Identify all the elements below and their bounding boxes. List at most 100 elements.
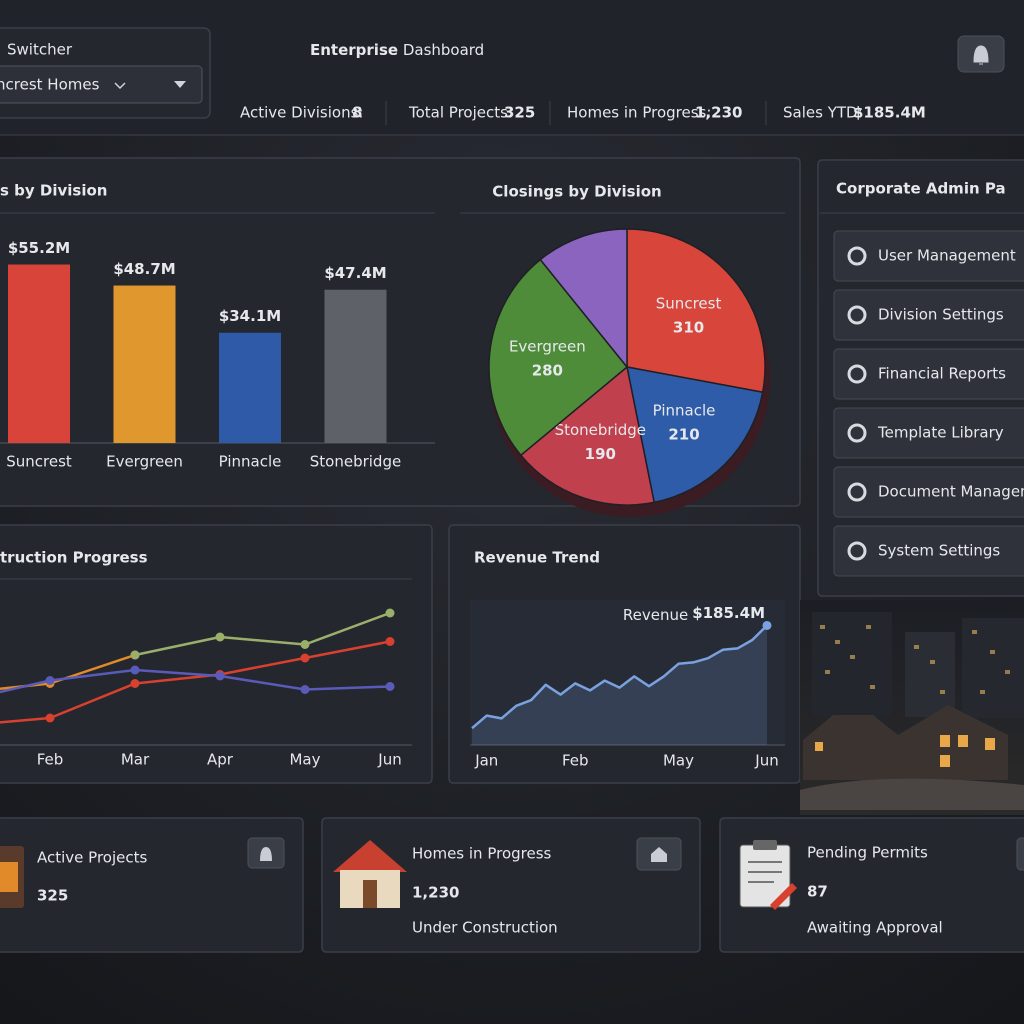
annotation: Revenue	[623, 606, 688, 624]
chart-title: Closings by Division	[492, 183, 661, 201]
bar	[8, 264, 70, 443]
pie-slice	[626, 228, 766, 394]
city-illustration	[800, 600, 1024, 815]
bar	[219, 332, 281, 443]
card	[0, 817, 304, 953]
admin-item-label[interactable]: Template Library	[877, 424, 1004, 442]
x-tick-label: Jun	[754, 752, 778, 770]
house-windows	[815, 735, 995, 767]
progress-panel	[0, 524, 433, 784]
admin-item-icon	[847, 364, 867, 384]
admin-item[interactable]	[833, 407, 1024, 459]
bell-icon	[973, 45, 989, 65]
card-value: 325	[37, 887, 68, 905]
admin-item[interactable]	[833, 525, 1024, 577]
line	[0, 668, 391, 694]
card-subtitle: Awaiting Approval	[807, 919, 943, 937]
card-title: Homes in Progress	[412, 845, 552, 863]
x-tick-label: Jan	[474, 752, 498, 770]
point	[300, 653, 310, 663]
area	[472, 625, 767, 745]
point	[45, 713, 55, 723]
building	[812, 612, 892, 717]
pie-value-label: 310	[673, 318, 704, 336]
admin-item-label[interactable]: Document Manageme	[878, 483, 1024, 501]
pie-category-label: Pinnacle	[653, 402, 716, 420]
switcher-value[interactable]: ncrest Homes	[0, 76, 100, 94]
houses	[803, 705, 1008, 780]
title-strong: Enterprise	[310, 41, 398, 59]
bar-value-label: $47.4M	[324, 264, 386, 282]
stat-value: $185.4M	[853, 104, 926, 122]
building	[962, 618, 1024, 718]
line	[0, 640, 391, 724]
x-tick-label: Feb	[37, 751, 64, 769]
switcher-dropdown[interactable]	[0, 65, 203, 104]
admin-title: Corporate Admin Pa	[836, 180, 1006, 198]
admin-item[interactable]	[833, 230, 1024, 282]
point	[762, 620, 772, 630]
card-value: 87	[807, 883, 828, 901]
admin-item[interactable]	[833, 466, 1024, 518]
bar	[324, 289, 387, 443]
card	[321, 817, 701, 953]
dropdown-arrow[interactable]	[174, 81, 186, 88]
chevron-icon	[114, 82, 126, 90]
bell-icon	[260, 847, 272, 861]
stat-label: Active Divisions:	[240, 104, 363, 122]
point	[300, 685, 310, 694]
building	[905, 632, 955, 717]
pie-slice	[539, 228, 628, 370]
point	[385, 637, 395, 646]
point	[130, 665, 140, 675]
admin-item-label[interactable]: System Settings	[878, 542, 1000, 560]
card-value: 1,230	[412, 884, 459, 902]
clipboard-clip	[753, 840, 777, 850]
x-tick-label: Pinnacle	[219, 453, 282, 471]
house-roof	[333, 840, 407, 872]
switcher-label: Switcher	[7, 41, 73, 59]
card-button[interactable]	[1016, 837, 1024, 871]
stat-value: 325	[504, 104, 535, 122]
line	[134, 611, 391, 657]
point	[215, 632, 225, 642]
x-tick-label: Feb	[562, 752, 589, 770]
pie-category-label: Stonebridge	[555, 421, 646, 439]
pie-slice	[626, 366, 764, 504]
pie-slice	[488, 258, 629, 457]
point	[300, 640, 310, 649]
admin-item[interactable]	[833, 348, 1024, 400]
admin-item-label[interactable]: Division Settings	[878, 306, 1004, 324]
x-tick-label: Jun	[377, 751, 401, 769]
card	[719, 817, 1024, 953]
bar-value-label: $34.1M	[219, 307, 281, 325]
admin-item-icon	[847, 541, 867, 561]
card-title: Pending Permits	[807, 844, 928, 862]
admin-item[interactable]	[833, 289, 1024, 341]
admin-item-label[interactable]: User Management	[878, 247, 1016, 265]
admin-item-label[interactable]: Financial Reports	[878, 365, 1006, 383]
ground	[800, 778, 1024, 810]
admin-item-icon	[847, 246, 867, 266]
x-tick-label: Evergreen	[106, 453, 183, 471]
point	[385, 682, 395, 691]
pie-value-label: 190	[585, 445, 616, 463]
x-tick-label: May	[663, 752, 694, 770]
clipboard-lines	[748, 861, 782, 883]
x-tick-label: Mar	[121, 751, 150, 769]
point	[385, 608, 395, 618]
bar-value-label: $48.7M	[113, 260, 175, 278]
windows	[820, 625, 1010, 694]
point	[215, 671, 225, 681]
pencil-icon	[770, 883, 797, 910]
x-tick-label: May	[289, 751, 320, 769]
page-title: Enterprise Dashboard	[310, 41, 484, 59]
admin-item-icon	[847, 305, 867, 325]
x-tick-label: Stonebridge	[310, 453, 401, 471]
pie-value-label: 280	[532, 362, 563, 380]
x-tick-label: Apr	[207, 751, 234, 769]
card-title: Active Projects	[37, 849, 147, 867]
stat-label: Homes in Progress:	[567, 104, 711, 122]
stat-value: 1,230	[695, 104, 742, 122]
plot-area	[470, 600, 785, 745]
